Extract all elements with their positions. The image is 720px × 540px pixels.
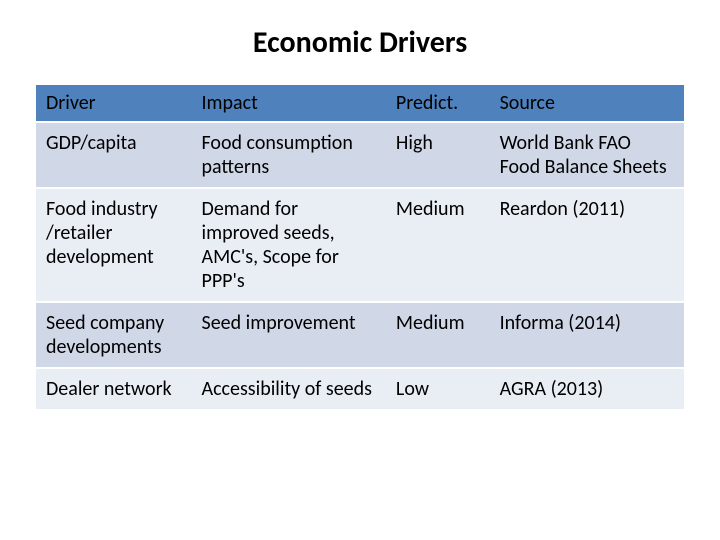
cell-impact: Accessibility of seeds bbox=[192, 368, 386, 410]
col-header-driver: Driver bbox=[36, 85, 192, 122]
col-header-source: Source bbox=[490, 85, 684, 122]
table-row: GDP/capita Food consumption patterns Hig… bbox=[36, 122, 684, 188]
cell-driver: GDP/capita bbox=[36, 122, 192, 188]
page-title: Economic Drivers bbox=[36, 24, 684, 61]
drivers-table: Driver Impact Predict. Source GDP/capita… bbox=[36, 85, 684, 411]
col-header-impact: Impact bbox=[192, 85, 386, 122]
cell-source: AGRA (2013) bbox=[490, 368, 684, 410]
cell-driver: Seed company developments bbox=[36, 302, 192, 368]
cell-source: World Bank FAO Food Balance Sheets bbox=[490, 122, 684, 188]
cell-source: Informa (2014) bbox=[490, 302, 684, 368]
table-row: Seed company developments Seed improveme… bbox=[36, 302, 684, 368]
cell-driver: Food industry /retailer development bbox=[36, 188, 192, 302]
cell-predict: Medium bbox=[386, 302, 490, 368]
cell-impact: Demand for improved seeds, AMC's, Scope … bbox=[192, 188, 386, 302]
table-row: Food industry /retailer development Dema… bbox=[36, 188, 684, 302]
cell-source: Reardon (2011) bbox=[490, 188, 684, 302]
cell-impact: Seed improvement bbox=[192, 302, 386, 368]
table-header-row: Driver Impact Predict. Source bbox=[36, 85, 684, 122]
cell-predict: High bbox=[386, 122, 490, 188]
cell-impact: Food consumption patterns bbox=[192, 122, 386, 188]
cell-predict: Medium bbox=[386, 188, 490, 302]
col-header-predict: Predict. bbox=[386, 85, 490, 122]
cell-driver: Dealer network bbox=[36, 368, 192, 410]
table-row: Dealer network Accessibility of seeds Lo… bbox=[36, 368, 684, 410]
cell-predict: Low bbox=[386, 368, 490, 410]
